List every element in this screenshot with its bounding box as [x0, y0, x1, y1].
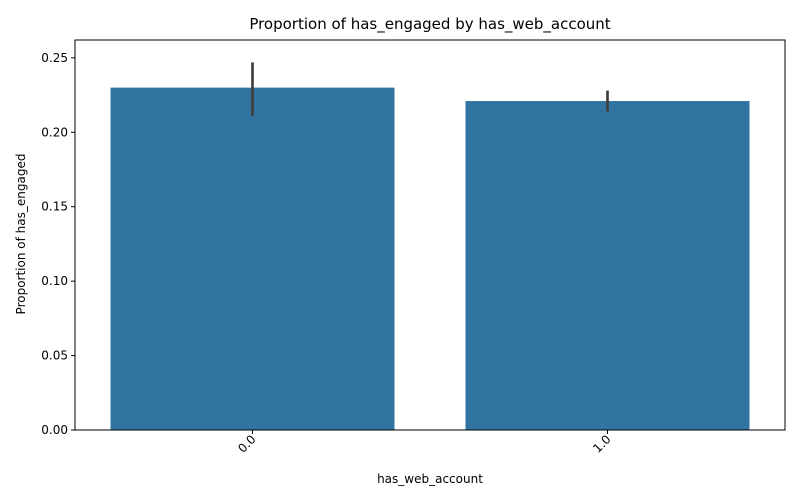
x-axis-label: has_web_account [377, 472, 483, 486]
y-axis: 0.00 0.05 0.10 0.15 0.20 0.25 [41, 51, 75, 437]
x-tick-label-1: 1.0 [590, 432, 613, 455]
y-axis-label: Proportion of has_engaged [14, 154, 28, 315]
y-tick-label-4: 0.20 [41, 125, 68, 139]
bar-0 [110, 87, 395, 430]
axes-frame [74, 39, 786, 431]
plot-area [74, 39, 786, 431]
y-tick-label-0: 0.00 [41, 423, 68, 437]
x-axis: 0.0 1.0 [235, 430, 614, 456]
y-tick-label-3: 0.15 [41, 200, 68, 214]
bar-1 [465, 101, 750, 431]
y-tick-label-5: 0.25 [41, 51, 68, 65]
y-tick-label-2: 0.10 [41, 274, 68, 288]
y-tick-label-1: 0.05 [41, 349, 68, 363]
chart-title: Proportion of has_engaged by has_web_acc… [249, 15, 610, 34]
x-tick-label-0: 0.0 [235, 432, 258, 455]
